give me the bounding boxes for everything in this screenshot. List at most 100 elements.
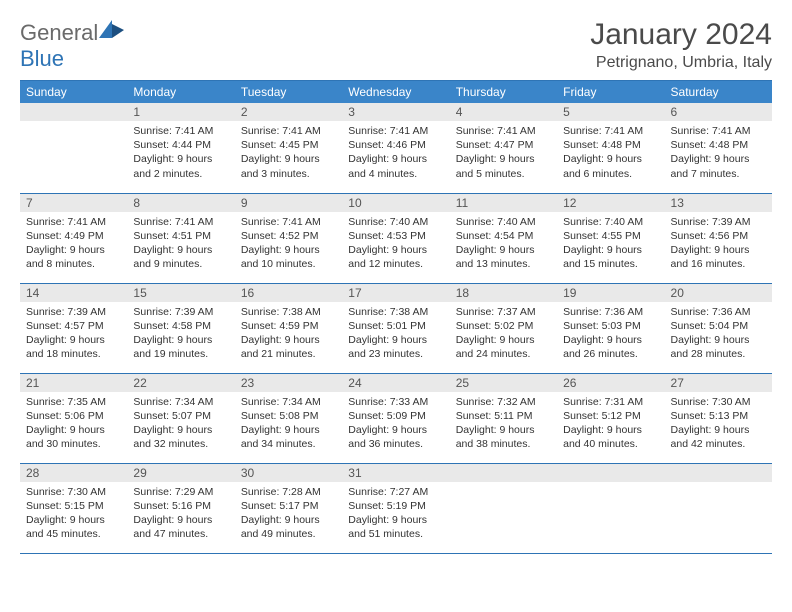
location-subtitle: Petrignano, Umbria, Italy (590, 54, 772, 72)
day-content: Sunrise: 7:41 AMSunset: 4:48 PMDaylight:… (665, 121, 772, 187)
calendar-day-cell: 29Sunrise: 7:29 AMSunset: 5:16 PMDayligh… (127, 463, 234, 553)
weekday-header: Wednesday (342, 81, 449, 104)
day-number: 26 (557, 374, 664, 392)
day-content: Sunrise: 7:38 AMSunset: 4:59 PMDaylight:… (235, 302, 342, 368)
calendar-day-cell: 20Sunrise: 7:36 AMSunset: 5:04 PMDayligh… (665, 283, 772, 373)
day-number: 1 (127, 103, 234, 121)
calendar-day-cell: 2Sunrise: 7:41 AMSunset: 4:45 PMDaylight… (235, 103, 342, 193)
day-content: Sunrise: 7:39 AMSunset: 4:57 PMDaylight:… (20, 302, 127, 368)
calendar-day-cell: 14Sunrise: 7:39 AMSunset: 4:57 PMDayligh… (20, 283, 127, 373)
weekday-header: Friday (557, 81, 664, 104)
day-number: 15 (127, 284, 234, 302)
calendar-day-cell: 19Sunrise: 7:36 AMSunset: 5:03 PMDayligh… (557, 283, 664, 373)
calendar-day-cell: 12Sunrise: 7:40 AMSunset: 4:55 PMDayligh… (557, 193, 664, 283)
day-content-empty (557, 482, 664, 542)
day-number: 30 (235, 464, 342, 482)
calendar-day-cell: 7Sunrise: 7:41 AMSunset: 4:49 PMDaylight… (20, 193, 127, 283)
day-number: 27 (665, 374, 772, 392)
logo-text: GeneralBlue (20, 18, 126, 72)
day-content-empty (20, 121, 127, 181)
calendar-day-cell: 16Sunrise: 7:38 AMSunset: 4:59 PMDayligh… (235, 283, 342, 373)
day-content: Sunrise: 7:41 AMSunset: 4:49 PMDaylight:… (20, 212, 127, 278)
day-content: Sunrise: 7:34 AMSunset: 5:07 PMDaylight:… (127, 392, 234, 458)
brand-logo: GeneralBlue (20, 18, 126, 72)
calendar-day-cell: 13Sunrise: 7:39 AMSunset: 4:56 PMDayligh… (665, 193, 772, 283)
calendar-day-cell: 30Sunrise: 7:28 AMSunset: 5:17 PMDayligh… (235, 463, 342, 553)
calendar-day-cell: 22Sunrise: 7:34 AMSunset: 5:07 PMDayligh… (127, 373, 234, 463)
day-number: 10 (342, 194, 449, 212)
day-number: 11 (450, 194, 557, 212)
day-number: 22 (127, 374, 234, 392)
calendar-day-cell: 15Sunrise: 7:39 AMSunset: 4:58 PMDayligh… (127, 283, 234, 373)
logo-flag-icon (98, 18, 126, 40)
weekday-header: Monday (127, 81, 234, 104)
day-content: Sunrise: 7:41 AMSunset: 4:52 PMDaylight:… (235, 212, 342, 278)
calendar-body: 1Sunrise: 7:41 AMSunset: 4:44 PMDaylight… (20, 103, 772, 553)
day-number: 4 (450, 103, 557, 121)
calendar-day-cell: 24Sunrise: 7:33 AMSunset: 5:09 PMDayligh… (342, 373, 449, 463)
day-number-empty (665, 464, 772, 482)
day-number: 3 (342, 103, 449, 121)
day-content: Sunrise: 7:39 AMSunset: 4:56 PMDaylight:… (665, 212, 772, 278)
calendar-day-cell: 28Sunrise: 7:30 AMSunset: 5:15 PMDayligh… (20, 463, 127, 553)
calendar-day-cell (665, 463, 772, 553)
day-number: 17 (342, 284, 449, 302)
calendar-day-cell: 17Sunrise: 7:38 AMSunset: 5:01 PMDayligh… (342, 283, 449, 373)
day-content: Sunrise: 7:41 AMSunset: 4:47 PMDaylight:… (450, 121, 557, 187)
logo-word2: Blue (20, 46, 64, 71)
day-number: 28 (20, 464, 127, 482)
calendar-week-row: 21Sunrise: 7:35 AMSunset: 5:06 PMDayligh… (20, 373, 772, 463)
day-number: 12 (557, 194, 664, 212)
day-number: 23 (235, 374, 342, 392)
day-content: Sunrise: 7:37 AMSunset: 5:02 PMDaylight:… (450, 302, 557, 368)
weekday-header-row: SundayMondayTuesdayWednesdayThursdayFrid… (20, 81, 772, 104)
calendar-day-cell: 9Sunrise: 7:41 AMSunset: 4:52 PMDaylight… (235, 193, 342, 283)
calendar-day-cell: 23Sunrise: 7:34 AMSunset: 5:08 PMDayligh… (235, 373, 342, 463)
day-number: 18 (450, 284, 557, 302)
day-number: 5 (557, 103, 664, 121)
day-number: 7 (20, 194, 127, 212)
calendar-day-cell: 10Sunrise: 7:40 AMSunset: 4:53 PMDayligh… (342, 193, 449, 283)
day-content-empty (450, 482, 557, 542)
day-content: Sunrise: 7:41 AMSunset: 4:48 PMDaylight:… (557, 121, 664, 187)
day-content: Sunrise: 7:38 AMSunset: 5:01 PMDaylight:… (342, 302, 449, 368)
day-number: 29 (127, 464, 234, 482)
calendar-day-cell (557, 463, 664, 553)
calendar-week-row: 1Sunrise: 7:41 AMSunset: 4:44 PMDaylight… (20, 103, 772, 193)
day-content: Sunrise: 7:39 AMSunset: 4:58 PMDaylight:… (127, 302, 234, 368)
day-content: Sunrise: 7:40 AMSunset: 4:55 PMDaylight:… (557, 212, 664, 278)
calendar-day-cell (450, 463, 557, 553)
calendar-day-cell: 11Sunrise: 7:40 AMSunset: 4:54 PMDayligh… (450, 193, 557, 283)
calendar-day-cell: 26Sunrise: 7:31 AMSunset: 5:12 PMDayligh… (557, 373, 664, 463)
day-number: 31 (342, 464, 449, 482)
calendar-day-cell: 1Sunrise: 7:41 AMSunset: 4:44 PMDaylight… (127, 103, 234, 193)
calendar-table: SundayMondayTuesdayWednesdayThursdayFrid… (20, 80, 772, 554)
day-number: 24 (342, 374, 449, 392)
day-number-empty (557, 464, 664, 482)
weekday-header: Saturday (665, 81, 772, 104)
day-number: 6 (665, 103, 772, 121)
day-number: 21 (20, 374, 127, 392)
day-number: 9 (235, 194, 342, 212)
calendar-week-row: 28Sunrise: 7:30 AMSunset: 5:15 PMDayligh… (20, 463, 772, 553)
day-content: Sunrise: 7:30 AMSunset: 5:13 PMDaylight:… (665, 392, 772, 458)
calendar-week-row: 7Sunrise: 7:41 AMSunset: 4:49 PMDaylight… (20, 193, 772, 283)
day-content: Sunrise: 7:32 AMSunset: 5:11 PMDaylight:… (450, 392, 557, 458)
calendar-day-cell: 4Sunrise: 7:41 AMSunset: 4:47 PMDaylight… (450, 103, 557, 193)
day-content: Sunrise: 7:41 AMSunset: 4:46 PMDaylight:… (342, 121, 449, 187)
day-content: Sunrise: 7:28 AMSunset: 5:17 PMDaylight:… (235, 482, 342, 548)
day-content: Sunrise: 7:40 AMSunset: 4:54 PMDaylight:… (450, 212, 557, 278)
day-content: Sunrise: 7:36 AMSunset: 5:04 PMDaylight:… (665, 302, 772, 368)
logo-word1: General (20, 20, 98, 45)
weekday-header: Thursday (450, 81, 557, 104)
day-content: Sunrise: 7:35 AMSunset: 5:06 PMDaylight:… (20, 392, 127, 458)
day-content: Sunrise: 7:41 AMSunset: 4:51 PMDaylight:… (127, 212, 234, 278)
calendar-day-cell: 25Sunrise: 7:32 AMSunset: 5:11 PMDayligh… (450, 373, 557, 463)
day-number: 20 (665, 284, 772, 302)
day-content: Sunrise: 7:41 AMSunset: 4:44 PMDaylight:… (127, 121, 234, 187)
day-content: Sunrise: 7:27 AMSunset: 5:19 PMDaylight:… (342, 482, 449, 548)
calendar-day-cell: 21Sunrise: 7:35 AMSunset: 5:06 PMDayligh… (20, 373, 127, 463)
day-number-empty (20, 103, 127, 121)
day-content: Sunrise: 7:33 AMSunset: 5:09 PMDaylight:… (342, 392, 449, 458)
day-content: Sunrise: 7:41 AMSunset: 4:45 PMDaylight:… (235, 121, 342, 187)
